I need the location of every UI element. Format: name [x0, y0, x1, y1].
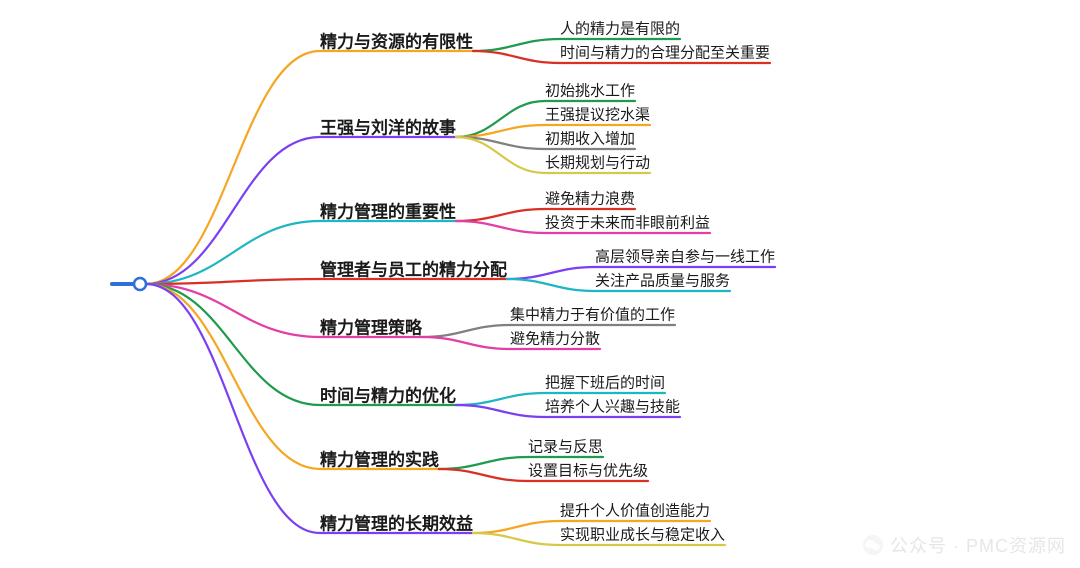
- leaf-label: 避免精力浪费: [545, 188, 635, 209]
- leaf-edge: [439, 457, 528, 469]
- leaf-edge: [473, 533, 560, 545]
- leaf-label: 把握下班后的时间: [545, 372, 665, 393]
- wechat-icon: [862, 534, 884, 556]
- watermark: 公众号 · PMC资源网: [862, 532, 1066, 558]
- leaf-edge: [507, 267, 595, 279]
- leaf-label: 提升个人价值创造能力: [560, 500, 710, 521]
- branch-label: 精力与资源的有限性: [320, 28, 473, 53]
- branch-edge: [146, 284, 320, 533]
- leaf-edge: [473, 39, 560, 51]
- leaf-label: 高层领导亲自参与一线工作: [595, 246, 775, 267]
- leaf-edge: [439, 469, 528, 481]
- leaf-edge: [422, 337, 510, 349]
- leaf-edge: [456, 221, 545, 233]
- leaf-edge: [473, 521, 560, 533]
- leaf-label: 避免精力分散: [510, 328, 600, 349]
- mindmap-svg: [0, 0, 1080, 568]
- leaf-label: 长期规划与行动: [545, 152, 650, 173]
- leaf-label: 初始挑水工作: [545, 80, 635, 101]
- branch-label: 精力管理的实践: [320, 446, 439, 471]
- branch-label: 时间与精力的优化: [320, 382, 456, 407]
- leaf-edge: [507, 279, 595, 291]
- leaf-label: 时间与精力的合理分配至关重要: [560, 42, 770, 63]
- leaf-edge: [456, 393, 545, 405]
- leaf-label: 人的精力是有限的: [560, 18, 680, 39]
- branch-label: 精力管理的长期效益: [320, 510, 473, 535]
- branch-label: 王强与刘洋的故事: [320, 114, 456, 139]
- leaf-label: 实现职业成长与稳定收入: [560, 524, 725, 545]
- branch-edge: [146, 284, 320, 405]
- leaf-edge: [456, 209, 545, 221]
- leaf-label: 投资于未来而非眼前利益: [545, 212, 710, 233]
- leaf-edge: [456, 405, 545, 417]
- leaf-label: 培养个人兴趣与技能: [545, 396, 680, 417]
- leaf-label: 初期收入增加: [545, 128, 635, 149]
- leaf-edge: [473, 51, 560, 63]
- leaf-label: 集中精力于有价值的工作: [510, 304, 675, 325]
- leaf-label: 王强提议挖水渠: [545, 104, 650, 125]
- leaf-label: 设置目标与优先级: [528, 460, 648, 481]
- branch-edge: [146, 137, 320, 284]
- branch-label: 管理者与员工的精力分配: [320, 256, 507, 281]
- leaf-label: 记录与反思: [528, 436, 603, 457]
- leaf-label: 关注产品质量与服务: [595, 270, 730, 291]
- branch-edge: [146, 51, 320, 284]
- branch-label: 精力管理策略: [320, 314, 422, 339]
- watermark-text: 公众号 · PMC资源网: [890, 532, 1066, 558]
- leaf-edge: [422, 325, 510, 337]
- branch-label: 精力管理的重要性: [320, 198, 456, 223]
